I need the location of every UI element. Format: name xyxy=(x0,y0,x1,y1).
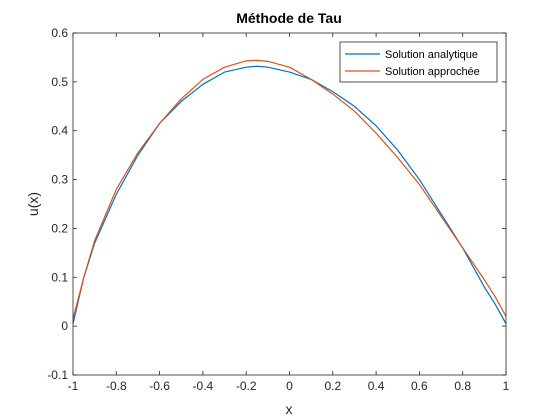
x-tick-label: 0 xyxy=(286,379,293,393)
x-tick-label: 0.8 xyxy=(454,379,471,393)
x-tick-label: -1 xyxy=(68,379,79,393)
x-tick-label: -0.6 xyxy=(149,379,170,393)
legend-label-2: Solution approchée xyxy=(385,66,480,78)
y-tick-label: 0.4 xyxy=(51,124,68,138)
legend-label-1: Solution analytique xyxy=(385,49,478,61)
y-axis-ticks: -0.1 0 0.1 0.2 0.3 0.4 0.5 0.6 xyxy=(47,26,506,382)
series-line-2 xyxy=(72,59,507,319)
y-tick-label: 0.5 xyxy=(51,75,68,89)
y-tick-label: 0.3 xyxy=(51,173,68,187)
x-tick-label: -0.4 xyxy=(193,379,214,393)
y-tick-label: 0.1 xyxy=(51,270,68,284)
y-axis-label: u(x) xyxy=(25,192,41,216)
y-tick-label: 0.2 xyxy=(51,221,68,235)
y-tick-label: 0 xyxy=(61,319,68,333)
x-tick-label: 0.4 xyxy=(368,379,385,393)
y-tick-label: 0.6 xyxy=(51,26,68,40)
x-tick-label: -0.8 xyxy=(106,379,127,393)
series-line-1 xyxy=(72,65,507,324)
series-group xyxy=(72,59,507,324)
y-tick-label: -0.1 xyxy=(47,368,68,382)
x-axis-label: x xyxy=(286,401,293,417)
legend: Solution analytique Solution approchée xyxy=(339,41,498,83)
chart-title: Méthode de Tau xyxy=(236,10,342,26)
x-tick-label: -0.2 xyxy=(236,379,257,393)
x-tick-label: 0.6 xyxy=(411,379,428,393)
x-axis-ticks: -1 -0.8 -0.6 -0.4 -0.2 0 0.2 0.4 0.6 0.8 1 xyxy=(68,33,510,393)
plot-area xyxy=(73,33,506,375)
legend-box xyxy=(339,41,498,83)
x-tick-label: 0.2 xyxy=(324,379,341,393)
x-tick-label: 1 xyxy=(503,379,510,393)
